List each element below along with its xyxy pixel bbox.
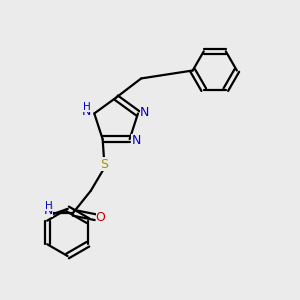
Text: H: H <box>45 201 52 211</box>
Text: N: N <box>82 106 92 118</box>
Text: S: S <box>100 158 108 171</box>
Text: O: O <box>96 211 106 224</box>
Text: N: N <box>131 134 141 146</box>
Text: N: N <box>44 205 53 218</box>
Text: H: H <box>83 102 91 112</box>
Text: N: N <box>140 106 149 119</box>
